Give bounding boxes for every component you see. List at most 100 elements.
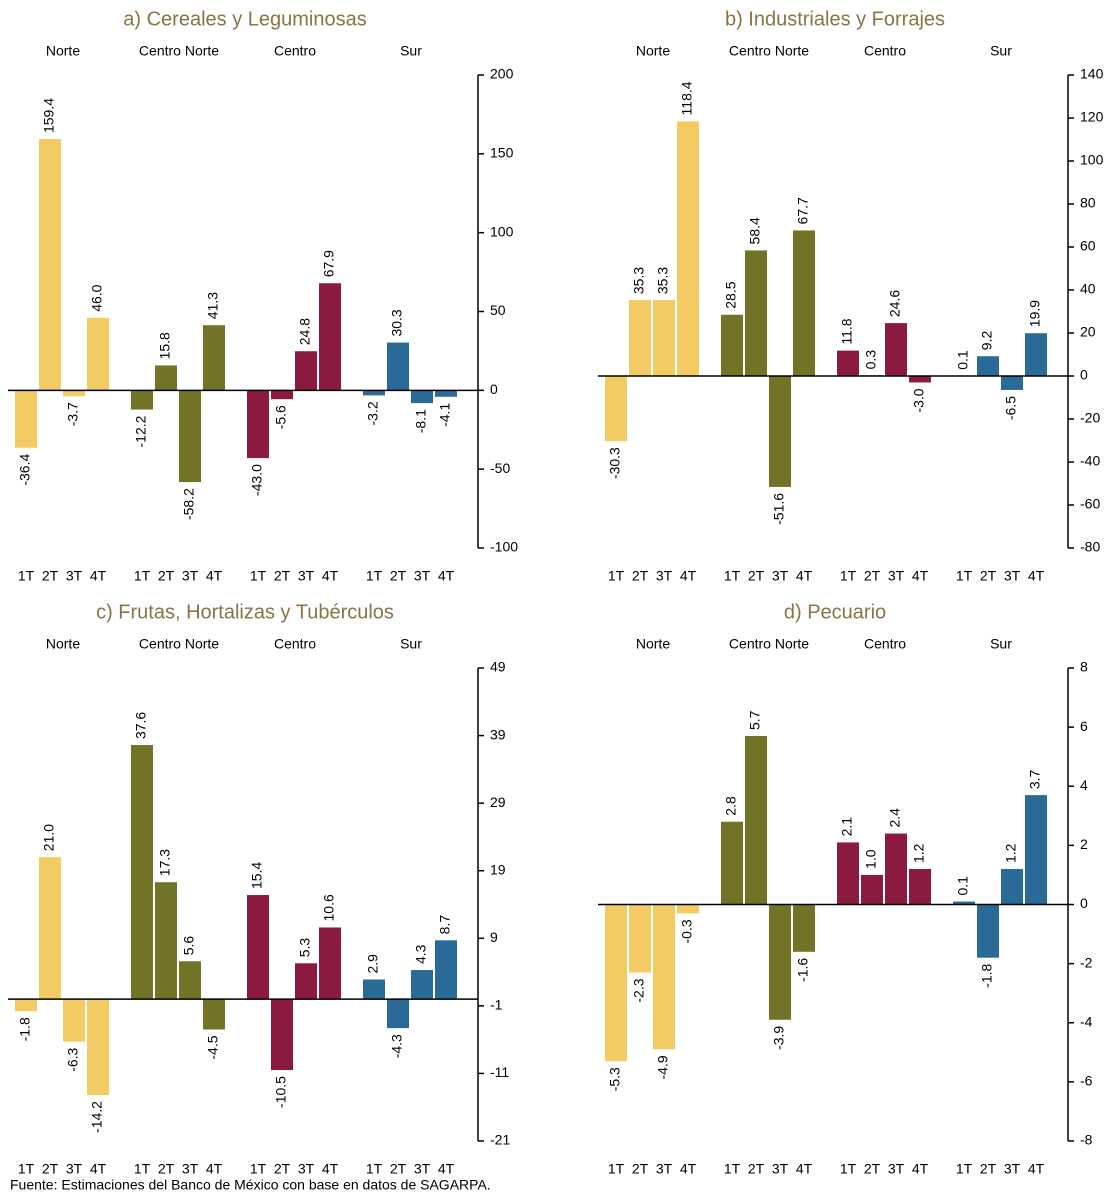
x-tick-label: 3T [1004, 568, 1021, 584]
bar [247, 895, 269, 1000]
y-tick-label: -1 [490, 997, 503, 1013]
y-tick-label: -8 [1080, 1132, 1093, 1148]
x-tick-label: 3T [414, 1161, 431, 1177]
x-tick-label: 3T [656, 568, 673, 584]
bar [745, 250, 767, 376]
y-tick-label: 9 [490, 929, 498, 945]
region-label: Centro Norte [729, 43, 809, 59]
x-tick-label: 3T [888, 568, 905, 584]
value-label: -6.3 [65, 1047, 81, 1071]
x-tick-label: 2T [864, 568, 881, 584]
value-label: -36.4 [17, 454, 33, 486]
x-tick-label: 1T [18, 568, 35, 584]
bar [387, 999, 409, 1029]
chart-title: a) Cereales y Leguminosas [123, 8, 366, 30]
region-label: Centro [864, 43, 906, 59]
value-label: 19.9 [1027, 300, 1043, 327]
value-label: 2.4 [887, 808, 903, 828]
y-tick-label: 39 [490, 726, 506, 742]
y-tick-label: 2 [1080, 836, 1088, 852]
value-label: 46.0 [89, 284, 105, 311]
x-tick-label: 2T [42, 1161, 59, 1177]
y-tick-label: -60 [1080, 496, 1100, 512]
chart-title: d) Pecuario [784, 601, 886, 623]
x-tick-label: 2T [390, 1161, 407, 1177]
value-label: 0.1 [955, 350, 971, 370]
value-label: -12.2 [133, 415, 149, 447]
bar [977, 356, 999, 376]
value-label: 15.8 [157, 332, 173, 359]
y-tick-label: 60 [1080, 238, 1096, 254]
x-tick-label: 4T [1028, 1161, 1045, 1177]
x-tick-label: 2T [980, 1161, 997, 1177]
y-tick-label: -50 [490, 460, 510, 476]
value-label: -58.2 [181, 488, 197, 520]
value-label: 8.7 [437, 915, 453, 935]
y-tick-label: 0 [1080, 367, 1088, 383]
value-label: -43.0 [249, 464, 265, 496]
x-tick-label: 4T [912, 1161, 929, 1177]
value-label: -5.3 [607, 1067, 623, 1091]
x-tick-label: 1T [18, 1161, 35, 1177]
x-tick-label: 4T [322, 1161, 339, 1177]
value-label: 2.9 [365, 954, 381, 974]
bar [605, 904, 627, 1062]
value-label: -2.3 [631, 978, 647, 1002]
region-label: Centro [274, 636, 316, 652]
bar [977, 904, 999, 958]
region-label: Norte [46, 43, 80, 59]
x-tick-label: 4T [206, 1161, 223, 1177]
value-label: -30.3 [607, 447, 623, 479]
value-label: -8.1 [413, 409, 429, 433]
region-label: Centro Norte [139, 636, 219, 652]
value-label: -10.5 [273, 1076, 289, 1108]
x-tick-label: 3T [298, 1161, 315, 1177]
y-tick-label: -2 [1080, 954, 1093, 970]
y-tick-label: 120 [1080, 109, 1104, 125]
bar [319, 927, 341, 1000]
x-tick-label: 4T [912, 568, 929, 584]
value-label: -1.8 [979, 963, 995, 987]
x-tick-label: 3T [298, 568, 315, 584]
bar [435, 390, 457, 397]
value-label: -0.3 [679, 919, 695, 943]
value-label: 28.5 [723, 281, 739, 308]
bar [909, 869, 931, 905]
bar [1025, 333, 1047, 376]
y-tick-label: 20 [1080, 324, 1096, 340]
value-label: -14.2 [89, 1101, 105, 1133]
x-tick-label: 3T [66, 1161, 83, 1177]
value-label: 4.3 [413, 944, 429, 964]
bar [605, 376, 627, 442]
value-label: 1.0 [863, 849, 879, 869]
y-tick-label: 19 [490, 861, 506, 877]
y-tick-label: 0 [490, 381, 498, 397]
x-tick-label: 1T [134, 1161, 151, 1177]
value-label: 2.1 [839, 817, 855, 837]
y-tick-label: -11 [490, 1064, 509, 1080]
value-label: 11.8 [839, 318, 855, 344]
y-tick-label: 140 [1080, 66, 1104, 82]
bar [179, 961, 201, 1000]
y-tick-label: -20 [1080, 410, 1100, 426]
value-label: 37.6 [133, 712, 149, 739]
x-tick-label: 4T [680, 1161, 697, 1177]
bar [203, 999, 225, 1030]
x-tick-label: 4T [796, 1161, 813, 1177]
y-tick-label: 4 [1080, 777, 1088, 793]
value-label: -3.0 [911, 388, 927, 412]
bar [837, 350, 859, 376]
y-tick-label: 0 [1080, 895, 1088, 911]
x-tick-label: 2T [158, 1161, 175, 1177]
region-label: Sur [400, 43, 422, 59]
chart-title: c) Frutas, Hortalizas y Tubérculos [96, 601, 394, 623]
bar [1025, 795, 1047, 905]
bar [247, 390, 269, 459]
x-tick-label: 3T [1004, 1161, 1021, 1177]
bar [629, 904, 651, 973]
y-tick-label: 40 [1080, 281, 1096, 297]
value-label: 15.4 [249, 862, 265, 889]
source-note: Fuente: Estimaciones del Banco de México… [10, 1177, 491, 1193]
y-tick-label: 200 [490, 66, 514, 82]
value-label: -4.1 [437, 403, 453, 427]
